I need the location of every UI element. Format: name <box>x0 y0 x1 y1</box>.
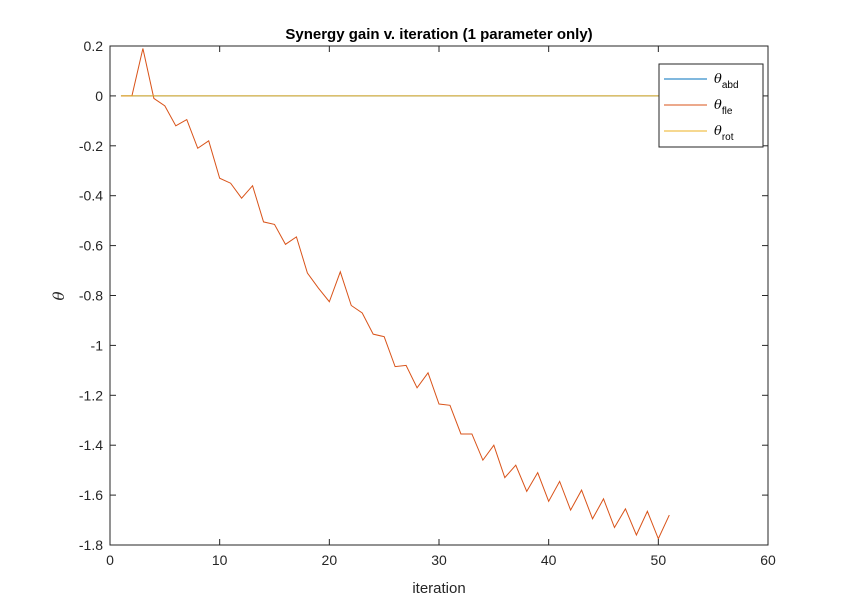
y-tick-label: -0.4 <box>79 188 103 204</box>
x-tick-label: 10 <box>212 552 228 568</box>
x-tick-label: 60 <box>760 552 776 568</box>
x-tick-label: 50 <box>651 552 667 568</box>
tick-layer: 0 10 20 30 40 50 60 0.2 0 -0.2 -0.4 -0.6 -0.8 -1 -1.2 -… <box>79 38 776 568</box>
y-tick-label: 0 <box>95 88 103 104</box>
y-tick-label: 0.2 <box>84 38 104 54</box>
y-tick-label: -0.2 <box>79 138 103 154</box>
plot-area <box>110 46 768 545</box>
legend-label-subscript: abd <box>722 80 739 91</box>
y-tick-label: -1.4 <box>79 437 103 453</box>
y-axis-label: θ <box>50 291 68 300</box>
y-tick-label: -1.2 <box>79 387 103 403</box>
y-tick-label: -0.6 <box>79 238 103 254</box>
x-tick-label: 40 <box>541 552 557 568</box>
legend-label-subscript: rot <box>722 132 734 143</box>
y-tick-label: -1.8 <box>79 537 103 553</box>
y-tick-label: -1.6 <box>79 487 103 503</box>
y-tick-label: -1 <box>91 337 104 353</box>
x-tick-label: 30 <box>431 552 447 568</box>
x-tick-label: 0 <box>106 552 114 568</box>
x-tick-label: 20 <box>322 552 338 568</box>
series-layer <box>120 48 670 541</box>
series-line-fle <box>120 48 670 541</box>
y-tick-label: -0.8 <box>79 288 103 304</box>
chart-title: Synergy gain v. iteration (1 parameter o… <box>285 26 592 43</box>
x-axis-label: iteration <box>412 580 465 597</box>
legend-label-subscript: fle <box>722 106 733 117</box>
